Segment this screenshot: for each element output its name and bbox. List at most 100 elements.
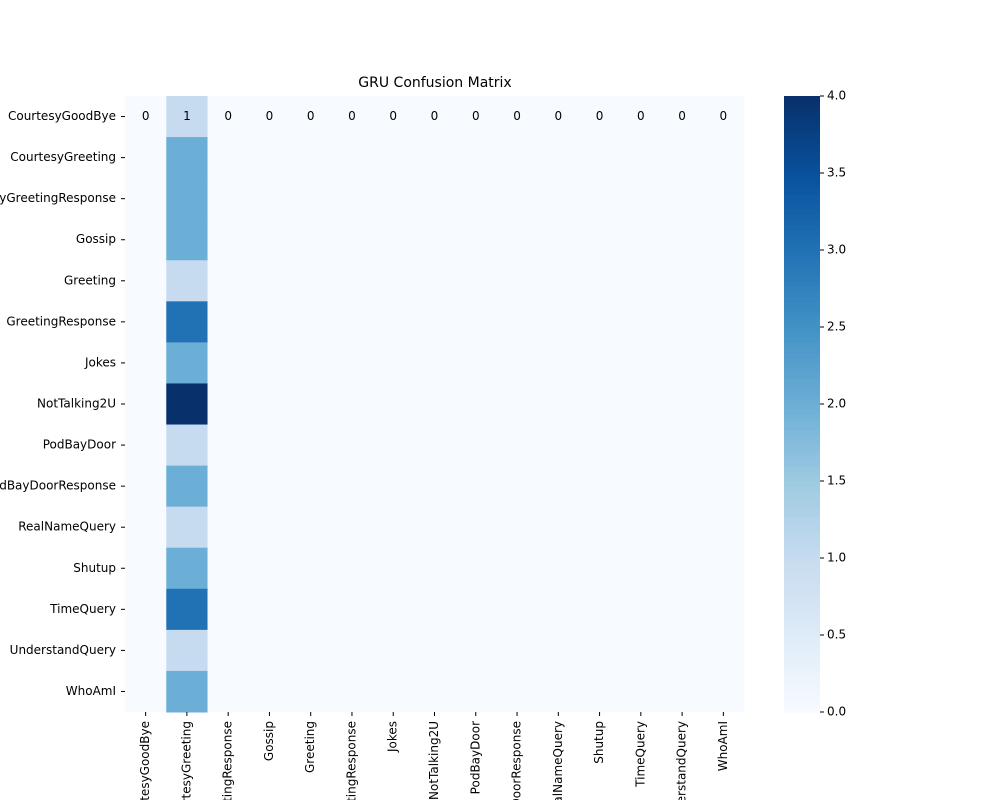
colorbar-strip — [784, 537, 820, 544]
colorbar-strip — [784, 214, 820, 220]
heatmap-cell — [125, 629, 167, 672]
colorbar-strip — [784, 481, 820, 487]
heatmap-cell — [331, 506, 374, 549]
x-tick-label: TimeQuery — [633, 721, 647, 788]
colorbar-strip — [784, 342, 820, 349]
heatmap-cell — [702, 629, 745, 672]
heatmap-cell — [661, 178, 704, 220]
heatmap-cell — [207, 260, 250, 302]
heatmap-cell — [125, 588, 167, 631]
heatmap-cell — [331, 629, 374, 672]
colorbar-strip — [784, 660, 820, 667]
y-tick-label: CourtesyGreetingResponse — [0, 191, 116, 205]
colorbar-strip — [784, 270, 820, 277]
colorbar-strip — [784, 450, 820, 456]
colorbar-strip — [784, 126, 820, 133]
colorbar-strip — [784, 691, 820, 698]
heatmap-cell — [166, 342, 209, 384]
y-tick-label: UnderstandQuery — [10, 643, 116, 657]
heatmap-cell — [166, 301, 209, 343]
heatmap-cell — [413, 137, 456, 179]
heatmap-cell — [661, 424, 704, 467]
heatmap-cell — [207, 547, 250, 590]
colorbar-strip — [784, 609, 820, 615]
heatmap-cell — [455, 96, 497, 138]
colorbar-strip — [784, 511, 820, 518]
cell-label: 0 — [348, 109, 356, 123]
y-tick-label: Jokes — [84, 355, 116, 369]
heatmap-cell — [413, 506, 456, 549]
heatmap-cell — [702, 219, 745, 261]
colorbar-strip — [784, 650, 820, 657]
heatmap-cell — [207, 383, 250, 426]
heatmap-cell — [372, 260, 415, 302]
colorbar-tick-label: 3.5 — [827, 166, 846, 180]
heatmap-cell — [290, 424, 332, 467]
heatmap-cell — [496, 342, 539, 384]
heatmap-cell — [125, 342, 167, 384]
heatmap-cell — [290, 301, 332, 343]
colorbar-strip — [784, 496, 820, 503]
colorbar-strip — [784, 188, 820, 195]
heatmap-cell — [290, 547, 332, 590]
heatmap-cell — [413, 96, 456, 138]
colorbar-strip — [784, 506, 820, 513]
colorbar-strip — [784, 527, 820, 533]
colorbar-strip — [784, 296, 820, 302]
heatmap-cell — [496, 137, 539, 179]
cell-label: 0 — [513, 109, 521, 123]
heatmap-cell — [620, 629, 662, 672]
colorbar-strip — [784, 101, 820, 107]
heatmap-cell — [166, 547, 209, 590]
heatmap-cell — [207, 506, 250, 549]
colorbar-strip — [784, 198, 820, 205]
heatmap-cell — [537, 670, 580, 713]
cell-label: 0 — [224, 109, 232, 123]
heatmap-cell — [702, 137, 745, 179]
colorbar-strip — [784, 470, 820, 477]
heatmap-cell — [578, 588, 621, 631]
heatmap-cell — [537, 629, 580, 672]
heatmap-cell — [455, 137, 497, 179]
heatmap-cell — [207, 342, 250, 384]
cell-label: 0 — [720, 109, 728, 123]
heatmap-cell — [620, 588, 662, 631]
colorbar-strip — [784, 301, 820, 307]
colorbar-strip — [784, 152, 820, 159]
heatmap-cell — [372, 465, 415, 508]
cell-label: 0 — [472, 109, 480, 123]
heatmap-cell — [166, 260, 209, 302]
y-tick-label: CourtesyGoodBye — [8, 109, 116, 123]
cell-label: 0 — [389, 109, 397, 123]
colorbar-strip — [784, 563, 820, 569]
heatmap-cell — [331, 465, 374, 508]
heatmap-cell — [661, 588, 704, 631]
heatmap-cell — [702, 96, 745, 138]
colorbar-strip — [784, 311, 820, 318]
heatmap-cell — [331, 219, 374, 261]
heatmap-cell — [290, 588, 332, 631]
heatmap-cell — [207, 178, 250, 220]
heatmap-cell — [702, 383, 745, 426]
heatmap-cell — [372, 547, 415, 590]
heatmap-cell — [248, 219, 291, 261]
heatmap-cell — [248, 383, 291, 426]
colorbar-strip — [784, 588, 820, 595]
colorbar-strip — [784, 280, 820, 287]
heatmap-cell — [166, 424, 209, 467]
cell-label: 0 — [554, 109, 562, 123]
colorbar-strip — [784, 208, 820, 215]
heatmap-cell — [166, 219, 209, 261]
colorbar-strip — [784, 96, 820, 102]
colorbar-strip — [784, 424, 820, 431]
colorbar-strip — [784, 116, 820, 123]
heatmap-cell — [166, 178, 209, 220]
heatmap-cell — [372, 219, 415, 261]
heatmap-cell — [702, 588, 745, 631]
colorbar-strip — [784, 434, 820, 441]
colorbar-strip — [784, 265, 820, 272]
cell-label: 0 — [637, 109, 645, 123]
colorbar-tick-label: 2.0 — [827, 397, 846, 411]
y-tick-label: Gossip — [76, 232, 116, 246]
heatmap-cell — [125, 137, 167, 179]
